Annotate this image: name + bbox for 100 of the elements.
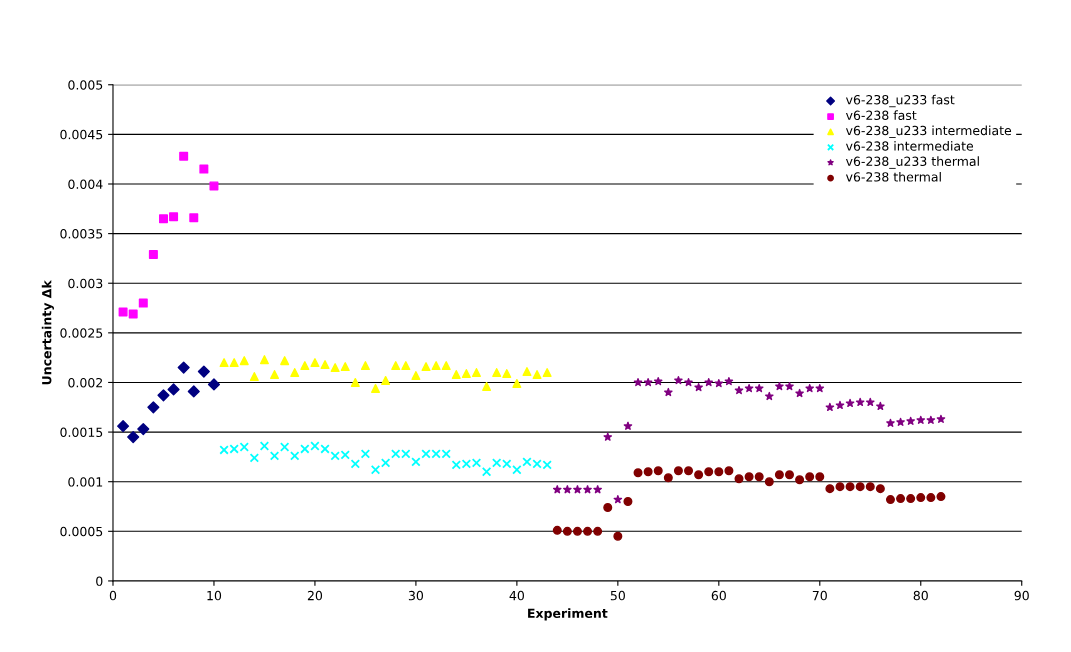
point xyxy=(633,377,643,387)
point xyxy=(714,467,724,477)
point xyxy=(370,465,381,475)
point xyxy=(704,467,714,477)
point xyxy=(542,368,552,378)
point xyxy=(694,382,703,392)
x-tick-label: 40 xyxy=(509,590,524,601)
point xyxy=(785,381,794,391)
point xyxy=(633,468,643,478)
legend-label: v6-238 intermediate xyxy=(845,141,974,151)
point xyxy=(157,389,170,402)
point xyxy=(552,485,562,494)
x-tick-label: 10 xyxy=(207,590,222,601)
y-tick-label: 0.001 xyxy=(68,477,103,487)
x-tick-label: 70 xyxy=(812,590,827,601)
point xyxy=(219,358,229,368)
point xyxy=(411,371,421,381)
point xyxy=(573,485,582,494)
point xyxy=(290,368,300,378)
point xyxy=(865,482,875,492)
point xyxy=(229,358,239,368)
point xyxy=(583,526,593,536)
y-tick-label: 0.003 xyxy=(68,278,103,289)
x-tick-label: 60 xyxy=(711,590,726,601)
point xyxy=(451,370,461,380)
point xyxy=(653,376,663,386)
point xyxy=(199,164,209,174)
y-tick-label: 0.0035 xyxy=(60,229,103,239)
point xyxy=(482,381,492,391)
point xyxy=(916,415,926,424)
point xyxy=(906,494,916,504)
point xyxy=(673,466,683,476)
point xyxy=(128,309,138,319)
point xyxy=(360,361,370,371)
point xyxy=(350,459,361,469)
point xyxy=(825,402,835,412)
point xyxy=(179,151,189,161)
point xyxy=(764,391,774,401)
point xyxy=(562,526,572,536)
point xyxy=(845,482,855,492)
point xyxy=(340,362,350,372)
point xyxy=(563,485,572,494)
point xyxy=(259,441,270,451)
point xyxy=(774,470,784,480)
y-axis-title: Uncertainty Δk xyxy=(41,280,54,385)
point xyxy=(936,492,946,502)
x-tick-label: 20 xyxy=(307,590,323,601)
point xyxy=(855,397,865,407)
y-tick-label: 0.0015 xyxy=(60,427,103,438)
point xyxy=(583,485,592,494)
y-tick-label: 0.0025 xyxy=(60,328,103,338)
point xyxy=(471,368,481,378)
point xyxy=(795,475,805,485)
point xyxy=(148,249,158,259)
point xyxy=(502,369,512,379)
point xyxy=(704,377,714,387)
point xyxy=(674,375,683,385)
point xyxy=(532,370,542,380)
x-tick-label: 0 xyxy=(109,590,117,601)
point xyxy=(825,484,835,494)
point xyxy=(876,401,885,411)
point xyxy=(886,418,895,427)
point xyxy=(300,444,310,454)
point xyxy=(593,485,602,494)
point xyxy=(270,370,280,380)
point xyxy=(350,377,360,387)
point xyxy=(865,397,875,407)
point xyxy=(744,472,754,482)
point xyxy=(764,477,774,487)
point xyxy=(127,430,140,444)
point xyxy=(177,361,190,374)
legend-label: v6-238 fast xyxy=(845,110,917,121)
point xyxy=(926,415,936,424)
point xyxy=(158,214,168,224)
x-tick-label: 80 xyxy=(913,590,928,601)
point xyxy=(279,442,290,452)
point xyxy=(492,368,502,378)
point xyxy=(805,383,815,393)
point xyxy=(875,484,885,494)
point xyxy=(290,451,300,461)
point xyxy=(431,361,441,371)
point xyxy=(118,307,128,317)
point xyxy=(197,365,210,378)
point xyxy=(785,470,794,480)
point xyxy=(916,493,926,503)
point xyxy=(360,449,371,459)
point xyxy=(643,377,653,387)
point xyxy=(330,363,340,373)
point xyxy=(896,494,906,504)
point xyxy=(714,378,724,388)
point xyxy=(795,388,804,398)
point xyxy=(744,383,754,393)
point xyxy=(815,472,825,482)
point xyxy=(239,356,249,366)
point xyxy=(754,472,764,482)
point xyxy=(623,421,633,430)
point xyxy=(724,376,734,386)
x-tick-label: 90 xyxy=(1014,590,1029,601)
point xyxy=(167,383,180,396)
point xyxy=(896,417,905,426)
